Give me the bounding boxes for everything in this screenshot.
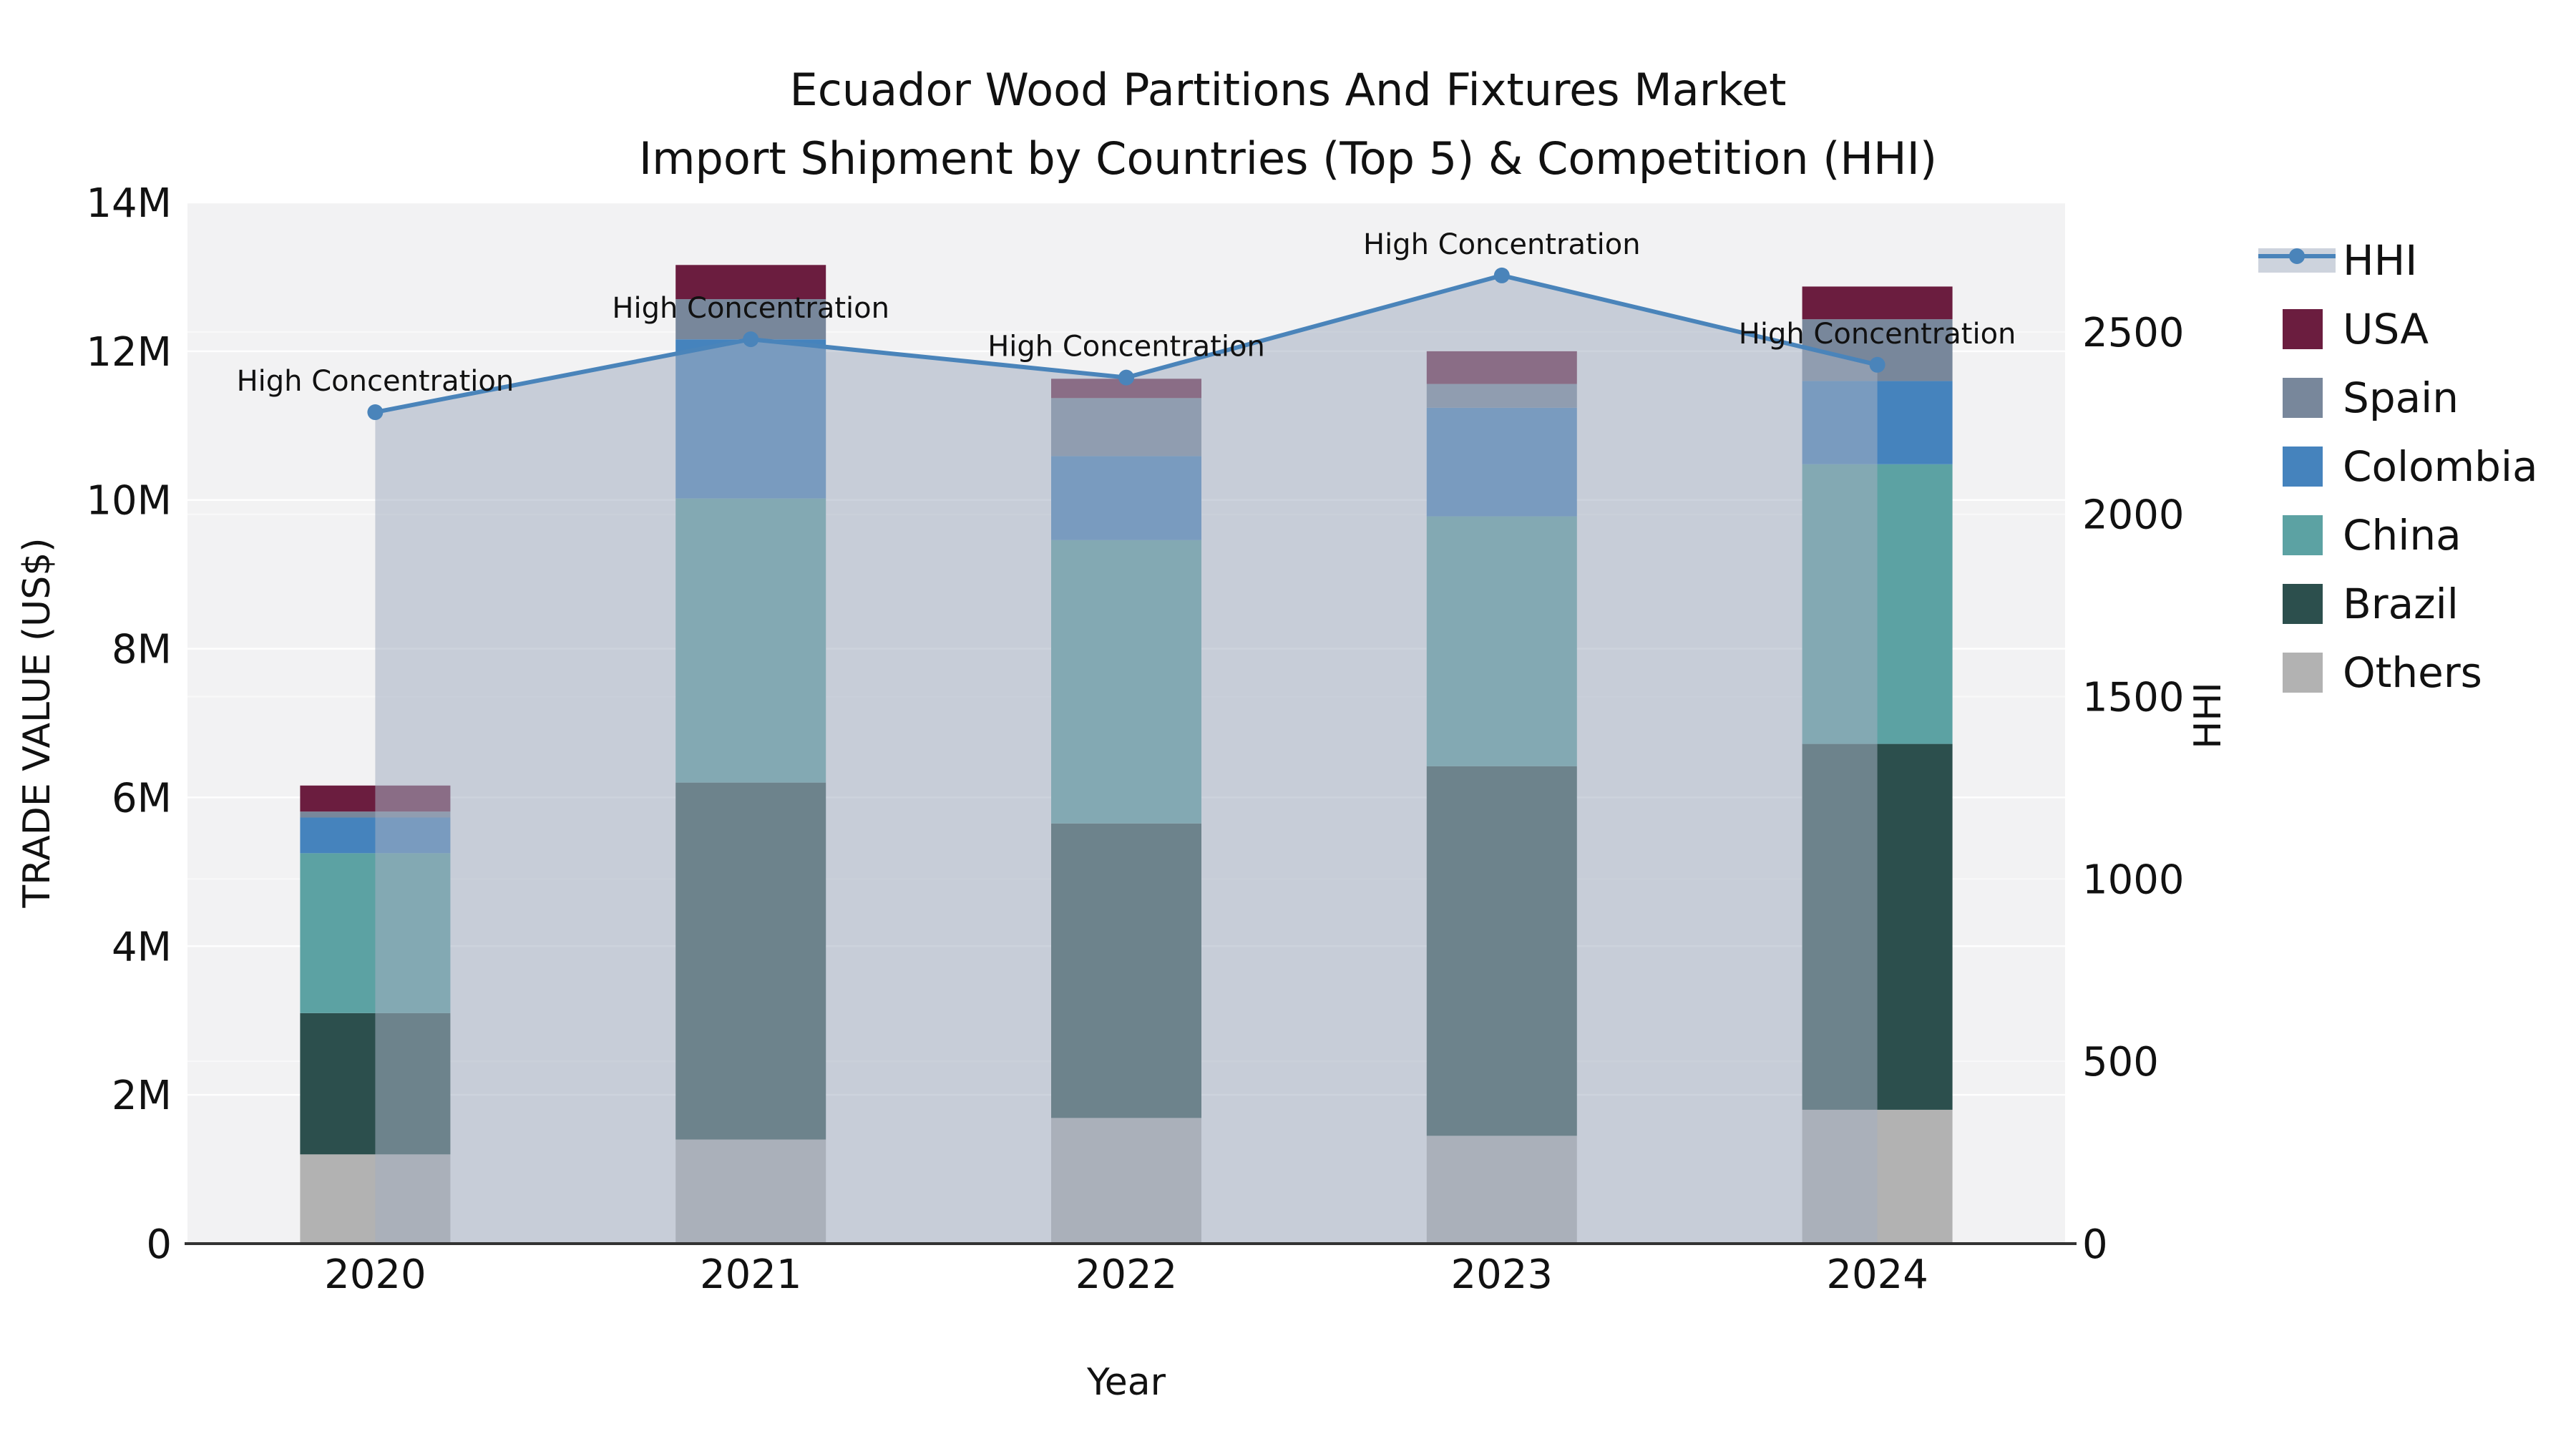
annotation-2022: High Concentration <box>987 331 1265 364</box>
legend-item-others: Others <box>2283 648 2482 697</box>
hhi-marker-2020 <box>367 404 384 421</box>
x-tick-2020: 2020 <box>324 1252 426 1298</box>
bar-segment-usa-2024 <box>1802 286 1953 320</box>
hhi-marker-2021 <box>743 331 759 348</box>
legend-item-colombia: Colombia <box>2283 442 2538 491</box>
legend-label-usa: USA <box>2343 305 2429 353</box>
left-tick-2M: 2M <box>112 1073 172 1119</box>
legend-label-spain: Spain <box>2343 374 2459 422</box>
annotation-2023: High Concentration <box>1363 228 1641 261</box>
left-tick-12M: 12M <box>86 329 172 376</box>
legend-label-brazil: Brazil <box>2343 580 2459 628</box>
x-tick-2023: 2023 <box>1451 1252 1553 1298</box>
legend-label-china: China <box>2343 511 2462 560</box>
annotation-2024: High Concentration <box>1739 318 2016 351</box>
legend-swatch-usa <box>2283 309 2323 349</box>
left-tick-6M: 6M <box>112 775 172 821</box>
legend-label-colombia: Colombia <box>2343 442 2538 491</box>
legend-item-china: China <box>2283 511 2462 560</box>
bar-segment-usa-2021 <box>675 265 826 300</box>
x-axis-title: Year <box>1086 1361 1166 1404</box>
hhi-marker-2022 <box>1118 369 1134 386</box>
legend-swatch-china <box>2283 515 2323 555</box>
hhi-marker-2023 <box>1493 267 1510 283</box>
left-tick-14M: 14M <box>86 180 172 227</box>
legend-label-hhi: HHI <box>2343 236 2417 285</box>
right-tick-2000: 2000 <box>2082 492 2185 539</box>
hhi-marker-2024 <box>1869 356 1885 373</box>
x-tick-2024: 2024 <box>1826 1252 1928 1298</box>
chart-title-line1: Ecuador Wood Partitions And Fixtures Mar… <box>789 64 1787 116</box>
left-tick-8M: 8M <box>112 627 172 673</box>
right-tick-500: 500 <box>2082 1039 2159 1085</box>
chart-title-line2: Import Shipment by Countries (Top 5) & C… <box>638 132 1938 185</box>
annotation-2020: High Concentration <box>237 365 514 398</box>
legend-swatch-brazil <box>2283 584 2323 624</box>
legend-label-others: Others <box>2343 648 2482 697</box>
right-tick-1000: 1000 <box>2082 857 2185 903</box>
left-axis-title: TRADE VALUE (US$) <box>16 537 59 908</box>
legend-item-brazil: Brazil <box>2283 580 2459 628</box>
right-tick-1500: 1500 <box>2082 675 2185 721</box>
right-axis-title: HHI <box>2187 682 2230 749</box>
x-tick-2021: 2021 <box>700 1252 802 1298</box>
legend-item-usa: USA <box>2283 305 2429 353</box>
left-tick-4M: 4M <box>112 924 172 970</box>
left-tick-10M: 10M <box>86 478 172 525</box>
legend-swatch-others <box>2283 653 2323 693</box>
right-tick-2500: 2500 <box>2082 310 2185 356</box>
annotation-2021: High Concentration <box>612 292 889 325</box>
legend-swatch-spain <box>2283 378 2323 418</box>
x-tick-2022: 2022 <box>1075 1252 1178 1298</box>
legend-swatch-colombia <box>2283 447 2323 487</box>
legend-item-hhi: HHI <box>2258 236 2417 285</box>
legend-item-spain: Spain <box>2283 374 2459 422</box>
left-tick-0: 0 <box>146 1221 172 1268</box>
legend-hhi-marker <box>2289 248 2305 264</box>
right-tick-0: 0 <box>2082 1221 2108 1268</box>
hhi-area <box>375 275 1878 1244</box>
